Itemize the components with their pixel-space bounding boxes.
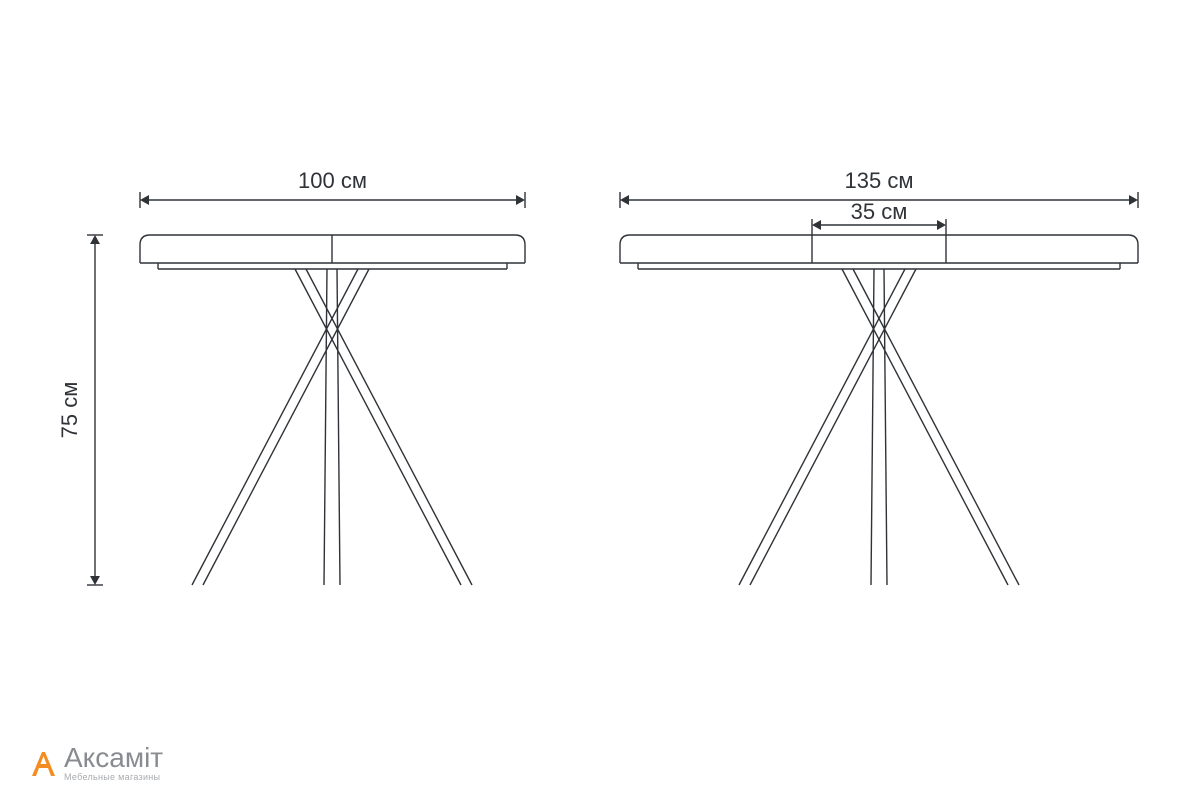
svg-text:35 см: 35 см	[851, 199, 908, 224]
technical-drawing: 100 см 75 см 135 см 35 см	[0, 0, 1200, 800]
logo-tagline: Мебельные магазины	[64, 772, 163, 782]
brand-logo: Аксамiт Мебельные магазины	[28, 744, 163, 782]
logo-brand: Аксамiт	[64, 744, 163, 772]
svg-text:75 см: 75 см	[57, 382, 82, 439]
svg-text:100 см: 100 см	[298, 168, 367, 193]
svg-text:135 см: 135 см	[845, 168, 914, 193]
logo-icon	[28, 746, 58, 780]
